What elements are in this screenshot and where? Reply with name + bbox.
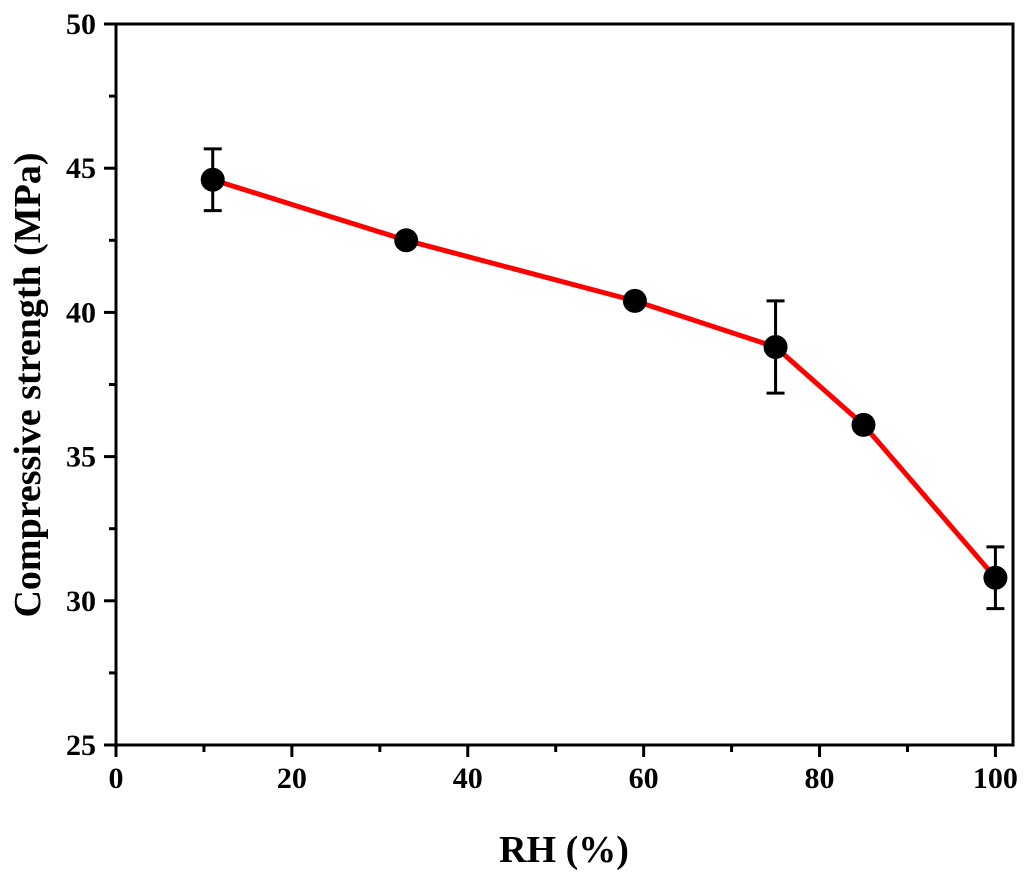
axes: 0 20 40 60 80 100 25 30 35 40 45 50	[66, 8, 1018, 795]
plot-frame	[114, 22, 1015, 747]
y-tick-label: 50	[66, 8, 96, 41]
data-point	[200, 167, 225, 192]
x-tick-label: 0	[109, 762, 124, 795]
x-tick-label: 20	[277, 762, 307, 795]
x-tick-label: 80	[805, 762, 835, 795]
x-axis-label: RH (%)	[499, 829, 629, 871]
data-point	[394, 228, 419, 253]
y-tick-label: 35	[66, 441, 96, 474]
y-tick-label: 25	[66, 729, 96, 762]
y-tick-label: 40	[66, 296, 96, 329]
data-marks	[200, 147, 1008, 611]
data-point	[763, 335, 788, 360]
data-point	[622, 288, 647, 313]
y-tick-label: 45	[66, 152, 96, 185]
y-tick-label: 30	[66, 585, 96, 618]
series-line	[211, 177, 998, 580]
x-tick-label: 100	[973, 762, 1018, 795]
x-tick-label: 60	[629, 762, 659, 795]
x-tick-label: 40	[453, 762, 483, 795]
data-point	[983, 565, 1008, 590]
data-point	[851, 412, 876, 437]
y-axis-label: Compressive strength (MPa)	[7, 152, 49, 617]
